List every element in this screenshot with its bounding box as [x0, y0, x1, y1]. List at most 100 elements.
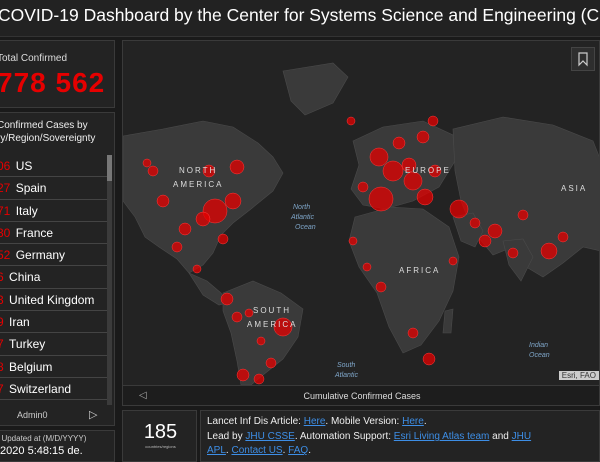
country-name: China: [9, 270, 41, 285]
country-row-germany[interactable]: 52 Germany: [0, 244, 109, 267]
bubble: [256, 336, 266, 346]
country-name: Italy: [15, 203, 38, 218]
info-text: .: [423, 416, 427, 427]
country-row-us[interactable]: 06 US: [0, 155, 109, 178]
country-row-spain[interactable]: 27 Spain: [0, 177, 109, 200]
info-text: and: [489, 431, 512, 442]
bubble: [517, 209, 529, 221]
country-row-belgium[interactable]: 8 Belgium: [0, 356, 109, 378]
country-name: Belgium: [9, 359, 53, 374]
cases-list: 06 US 27 Spain 71 Italy 30 France 52 Ger…: [0, 155, 109, 401]
country-row-turkey[interactable]: 7 Turkey: [0, 333, 109, 356]
bubble: [401, 157, 417, 173]
bubble: [428, 164, 442, 178]
country-row-italy[interactable]: 71 Italy: [0, 200, 109, 222]
bubble: [217, 233, 229, 245]
label-north-america-2: AMERICA: [173, 180, 223, 189]
label-asia: ASIA: [561, 184, 587, 193]
bubble: [156, 194, 170, 208]
countries-count-label: countries/regions: [145, 444, 176, 449]
cases-panel-heading: Confirmed Cases by ry/Region/Sovereignty: [0, 119, 95, 145]
bubble: [348, 236, 358, 246]
info-text: Lancet Inf Dis Article:: [207, 416, 304, 427]
case-count: 30: [0, 225, 11, 240]
label-north-america: NORTH: [179, 166, 217, 175]
cases-scrollbar[interactable]: [107, 155, 112, 405]
label-north-atlantic-3: Ocean: [295, 224, 316, 231]
bubble: [171, 241, 183, 253]
label-north-atlantic-2: Atlantic: [290, 214, 314, 221]
map-labels: NORTH AMERICA EUROPE ASIA AFRICA SOUTH A…: [173, 166, 587, 379]
info-line-1: Lancet Inf Dis Article: Here. Mobile Ver…: [207, 415, 427, 429]
label-south-america: SOUTH: [253, 306, 291, 315]
label-africa: AFRICA: [399, 266, 440, 275]
last-updated-label: t Updated at (M/D/YYYY): [0, 434, 87, 443]
bubble: [236, 368, 250, 382]
label-indian-ocean: Indian: [529, 342, 548, 349]
bubble: [273, 317, 293, 337]
bubble: [253, 373, 265, 385]
bubble: [449, 199, 469, 219]
faq-link[interactable]: FAQ: [288, 445, 309, 456]
bubble: [224, 192, 242, 210]
jhu-apl-link[interactable]: JHU: [511, 431, 532, 442]
bubble: [487, 223, 503, 239]
total-confirmed-label: Total Confirmed: [0, 53, 68, 64]
cases-tab-bar: Admin0 ▷: [0, 405, 114, 425]
bubble: [229, 159, 245, 175]
esri-living-atlas-link[interactable]: Esri Living Atlas team: [393, 431, 490, 442]
case-count: 8: [0, 360, 4, 374]
country-row-switzerland[interactable]: 7 Switzerland: [0, 378, 109, 401]
country-name: Spain: [15, 181, 47, 196]
info-text: .: [225, 445, 232, 456]
jhu-apl-link-cont[interactable]: APL: [207, 445, 226, 456]
bubble: [220, 292, 234, 306]
chevron-right-icon[interactable]: ▷: [89, 409, 98, 421]
case-count: 9: [0, 315, 4, 329]
bubble: [469, 217, 481, 229]
contact-us-link[interactable]: Contact US: [231, 445, 283, 456]
bookmark-icon[interactable]: [571, 47, 595, 71]
label-south-atlantic: South: [337, 362, 355, 369]
last-updated-value: /2020 5:48:15 de.: [0, 445, 83, 457]
country-name: France: [15, 225, 54, 240]
world-map[interactable]: NORTH AMERICA EUROPE ASIA AFRICA SOUTH A…: [122, 40, 600, 406]
bubble: [346, 116, 356, 126]
bubble: [448, 256, 458, 266]
bubble: [382, 160, 404, 182]
bubble: [195, 211, 211, 227]
info-line-3: APL. Contact US. FAQ.: [207, 444, 311, 458]
bubble: [362, 262, 372, 272]
country-row-france[interactable]: 30 France: [0, 222, 109, 245]
north-america-landmass: [123, 120, 284, 274]
info-text: .: [308, 445, 311, 456]
admin0-tab[interactable]: Admin0: [17, 410, 48, 420]
info-text: . Automation Support:: [294, 431, 394, 442]
chevron-left-icon[interactable]: ◁: [139, 390, 147, 401]
info-text: Lead by: [207, 431, 246, 442]
map-tab-title[interactable]: Cumulative Confirmed Cases: [303, 391, 421, 401]
map-canvas[interactable]: NORTH AMERICA EUROPE ASIA AFRICA SOUTH A…: [123, 41, 600, 385]
case-count: 71: [0, 203, 11, 218]
case-count: 7: [0, 382, 4, 396]
mobile-version-link[interactable]: Here: [402, 416, 424, 427]
label-north-atlantic: North: [293, 204, 310, 211]
case-bubbles: [142, 115, 569, 385]
country-row-iran[interactable]: 9 Iran: [0, 311, 109, 334]
country-row-united-kingdom[interactable]: 3 United Kingdom: [0, 289, 109, 312]
lancet-article-link[interactable]: Here: [303, 416, 326, 427]
country-name: Iran: [9, 315, 30, 330]
bubble: [478, 234, 492, 248]
bubble: [416, 130, 430, 144]
case-count: 7: [0, 337, 4, 351]
scrollbar-thumb[interactable]: [107, 155, 112, 181]
bubble: [507, 247, 519, 259]
cases-heading-line2: ry/Region/Sovereignty: [0, 133, 96, 144]
jhu-csse-link[interactable]: JHU CSSE: [245, 431, 295, 442]
africa-landmass: [348, 206, 460, 354]
info-text: .: [282, 445, 289, 456]
country-row-china[interactable]: 6 China: [0, 266, 109, 289]
label-south-atlantic-2: Atlantic: [334, 372, 358, 379]
last-updated-panel: t Updated at (M/D/YYYY) /2020 5:48:15 de…: [0, 430, 115, 462]
greenland-landmass: [282, 62, 349, 116]
